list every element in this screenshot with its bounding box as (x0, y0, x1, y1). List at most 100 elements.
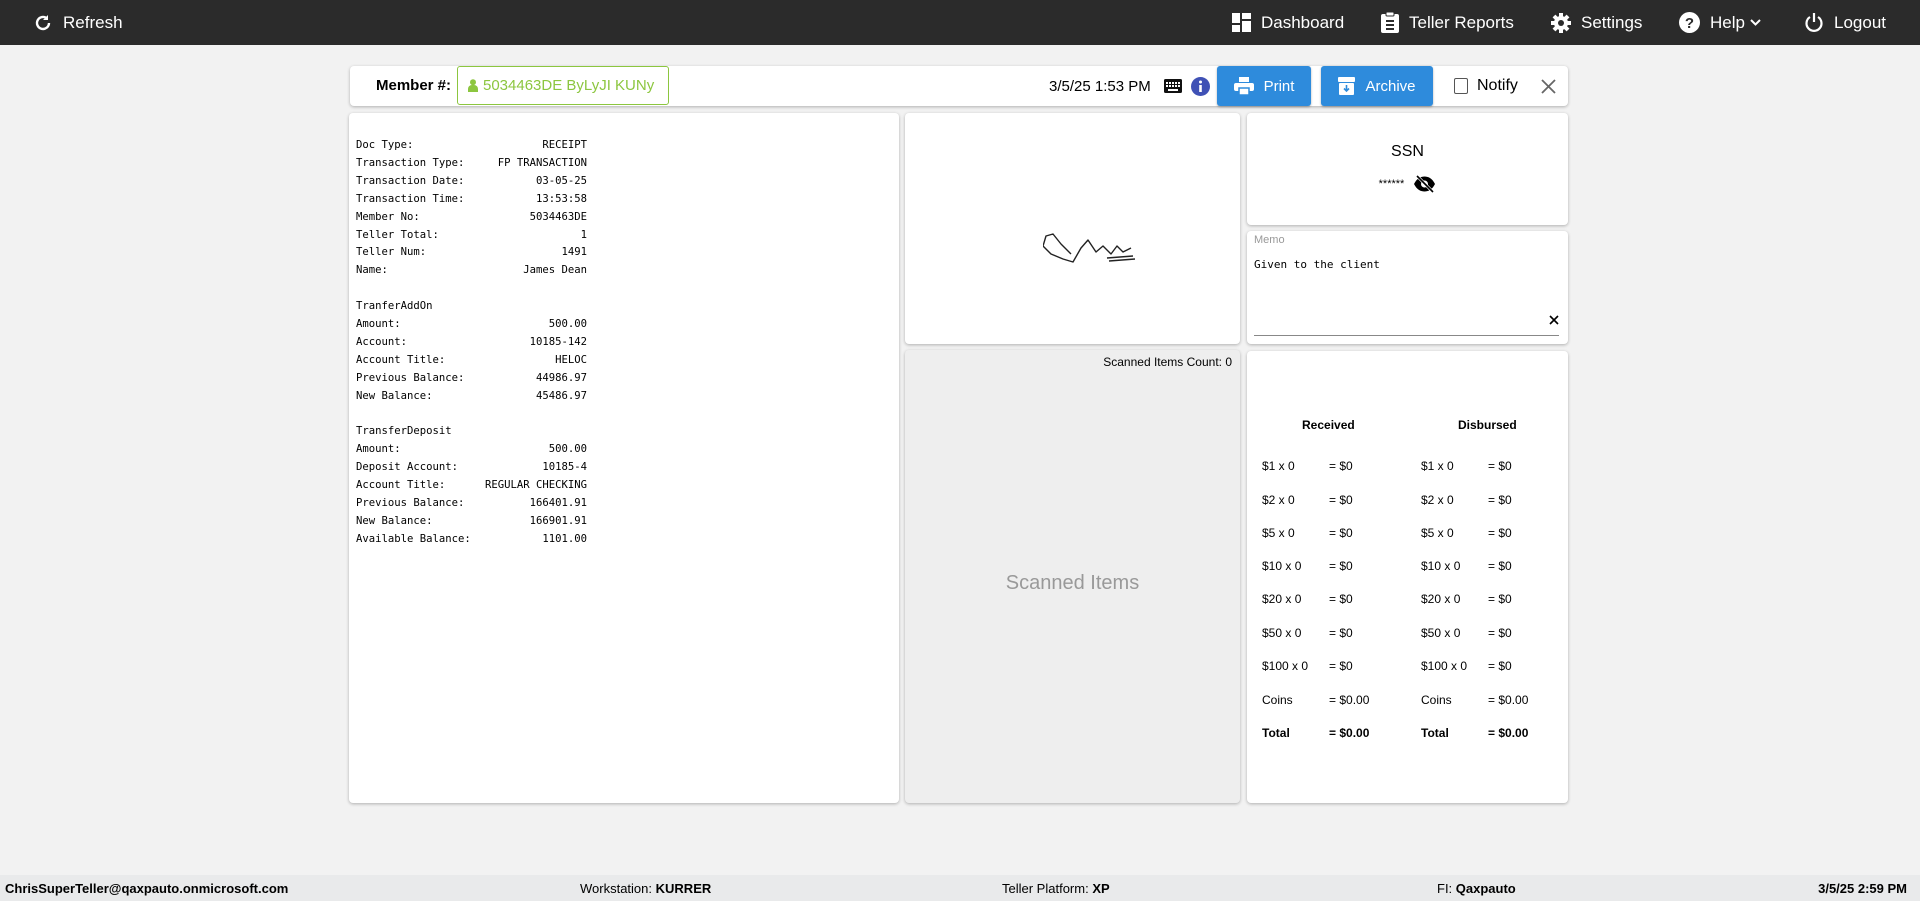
close-icon[interactable] (1541, 79, 1556, 94)
receipt-field-label: Account Title: (356, 353, 446, 366)
workstation-value: KURRER (655, 881, 712, 896)
receipt-field-label: Transaction Type: (356, 156, 465, 169)
dashboard-link[interactable]: Dashboard (1232, 0, 1344, 45)
help-menu[interactable]: ? Help (1679, 0, 1761, 45)
receipt-line: Teller Total: 1 (356, 226, 587, 244)
receipt-field-value: 44986.97 (535, 371, 587, 384)
memo-label: Memo (1254, 234, 1285, 246)
archive-button[interactable]: Archive (1321, 66, 1433, 106)
receipt-field-value: REGULAR CHECKING (484, 479, 587, 492)
receipt-line: Account: 10185-142 (356, 333, 587, 351)
footer-workstation: Workstation: KURRER (580, 881, 711, 896)
cash-amount: = $0 (1329, 659, 1353, 673)
receipt-field-value: 1 (580, 228, 587, 241)
checkbox-box[interactable] (1454, 78, 1468, 94)
refresh-label: Refresh (63, 12, 123, 32)
receipt-line: TransferDeposit (356, 422, 587, 440)
power-icon (1805, 13, 1823, 32)
receipt-field-value: 03-05-25 (535, 174, 587, 187)
receipt-field-value: 500.00 (548, 443, 587, 456)
receipt-field-value: 166901.91 (529, 514, 587, 527)
receipt-line: Amount: 500.00 (356, 440, 587, 458)
cash-amount: = $0 (1488, 559, 1512, 573)
eye-slash-icon[interactable] (1413, 175, 1436, 193)
cash-denomination: Coins (1262, 693, 1293, 707)
ssn-title: SSN (1391, 143, 1424, 160)
receipt-line: Teller Num: 1491 (356, 243, 587, 261)
receipt-field-label: Amount: (356, 443, 401, 456)
footer-fi: FI: Qaxpauto (1437, 881, 1516, 896)
cash-amount: = $0 (1488, 626, 1512, 640)
member-header: Member #: 5034463DE ByLyJI KUNy 3/5/25 1… (350, 66, 1568, 106)
refresh-button[interactable]: Refresh (33, 0, 123, 45)
settings-link[interactable]: Settings (1551, 0, 1642, 45)
keyboard-icon[interactable] (1164, 79, 1182, 93)
notify-checkbox[interactable]: Notify (1454, 77, 1518, 95)
member-value: 5034463DE ByLyJI KUNy (483, 77, 655, 94)
footer-user: ChrisSuperTeller@qaxpauto.onmicrosoft.co… (5, 881, 289, 896)
disbursed-title: Disbursed (1458, 418, 1517, 432)
cash-amount: = $0 (1488, 526, 1512, 540)
cash-denomination: $100 x 0 (1421, 659, 1468, 673)
help-icon: ? (1679, 12, 1700, 33)
user-icon (468, 79, 478, 92)
status-footer: ChrisSuperTeller@qaxpauto.onmicrosoft.co… (0, 875, 1920, 901)
receipt-field-value: 166401.91 (529, 497, 587, 509)
receipt-field-value: 5034463DE (529, 210, 587, 223)
receipt-field-label: Member No: (356, 210, 420, 223)
member-field[interactable]: 5034463DE ByLyJI KUNy (457, 66, 669, 105)
top-nav-bar: Refresh Dashboard Teller Reports Setting… (0, 0, 1920, 45)
cash-amount: = $0.00 (1488, 726, 1529, 740)
cash-denomination: $10 x 0 (1421, 559, 1461, 573)
receipt-line: Transaction Type: FP TRANSACTION (356, 154, 587, 172)
cash-amount: = $0 (1329, 493, 1353, 507)
clipboard-icon (1381, 12, 1399, 33)
signature-panel (905, 113, 1240, 344)
settings-label: Settings (1581, 12, 1643, 32)
cash-denomination: Total (1262, 726, 1290, 740)
received-title: Received (1302, 418, 1355, 432)
cash-denomination: Coins (1421, 693, 1452, 707)
info-icon[interactable] (1191, 77, 1210, 96)
cash-denomination: $50 x 0 (1421, 626, 1461, 640)
archive-icon (1338, 77, 1356, 95)
cash-denomination: $1 x 0 (1421, 459, 1454, 473)
receipt-field-label: Deposit Account: (356, 461, 459, 474)
receipt-line: Member No: 5034463DE (356, 208, 587, 226)
teller-reports-label: Teller Reports (1409, 12, 1514, 32)
cash-amount: = $0 (1488, 493, 1512, 507)
memo-input[interactable]: Given to the client (1254, 258, 1559, 336)
receipt-field-value: 500.00 (548, 318, 587, 330)
clear-memo-icon[interactable] (1549, 315, 1559, 325)
cash-amount: = $0.00 (1329, 726, 1370, 740)
receipt-field-label: Teller Total: (356, 228, 439, 241)
logout-label: Logout (1834, 12, 1886, 32)
refresh-icon (35, 14, 51, 30)
print-button[interactable]: Print (1217, 66, 1311, 106)
cash-summary-panel: Received Disbursed $1 x 0 = $0 $2 x 0 = $0 $… (1247, 351, 1568, 803)
cash-amount: = $0 (1329, 592, 1353, 606)
cash-amount: = $0 (1488, 459, 1512, 473)
receipt-line (356, 279, 587, 297)
receipt-field-label: Account Title: (356, 479, 446, 492)
cash-denomination: $20 x 0 (1262, 592, 1302, 606)
scanned-items-placeholder: Scanned Items (1005, 572, 1140, 594)
cash-amount: = $0 (1329, 559, 1353, 573)
receipt-field-label: Transaction Date: (356, 174, 465, 187)
ssn-masked: ****** (1378, 178, 1405, 190)
receipt-line: Deposit Account: 10185-4 (356, 458, 587, 476)
receipt-field-value: 45486.97 (535, 389, 587, 402)
logout-button[interactable]: Logout (1804, 0, 1886, 45)
cash-amount: = $0.00 (1329, 693, 1370, 707)
receipt-field-label: New Balance: (356, 389, 433, 402)
receipt-field-label: TranferAddOn (356, 300, 433, 313)
receipt-field-label: Previous Balance: (356, 371, 465, 384)
teller-reports-link[interactable]: Teller Reports (1381, 0, 1514, 45)
chevron-down-icon (1750, 18, 1761, 26)
svg-text:?: ? (1685, 15, 1694, 32)
receipt-field-value: James Dean (523, 264, 587, 277)
memo-value: Given to the client (1254, 258, 1380, 271)
cash-denomination: $1 x 0 (1262, 459, 1295, 473)
cash-amount: = $0 (1329, 526, 1353, 540)
receipt-field-label: Transaction Time: (356, 192, 465, 205)
